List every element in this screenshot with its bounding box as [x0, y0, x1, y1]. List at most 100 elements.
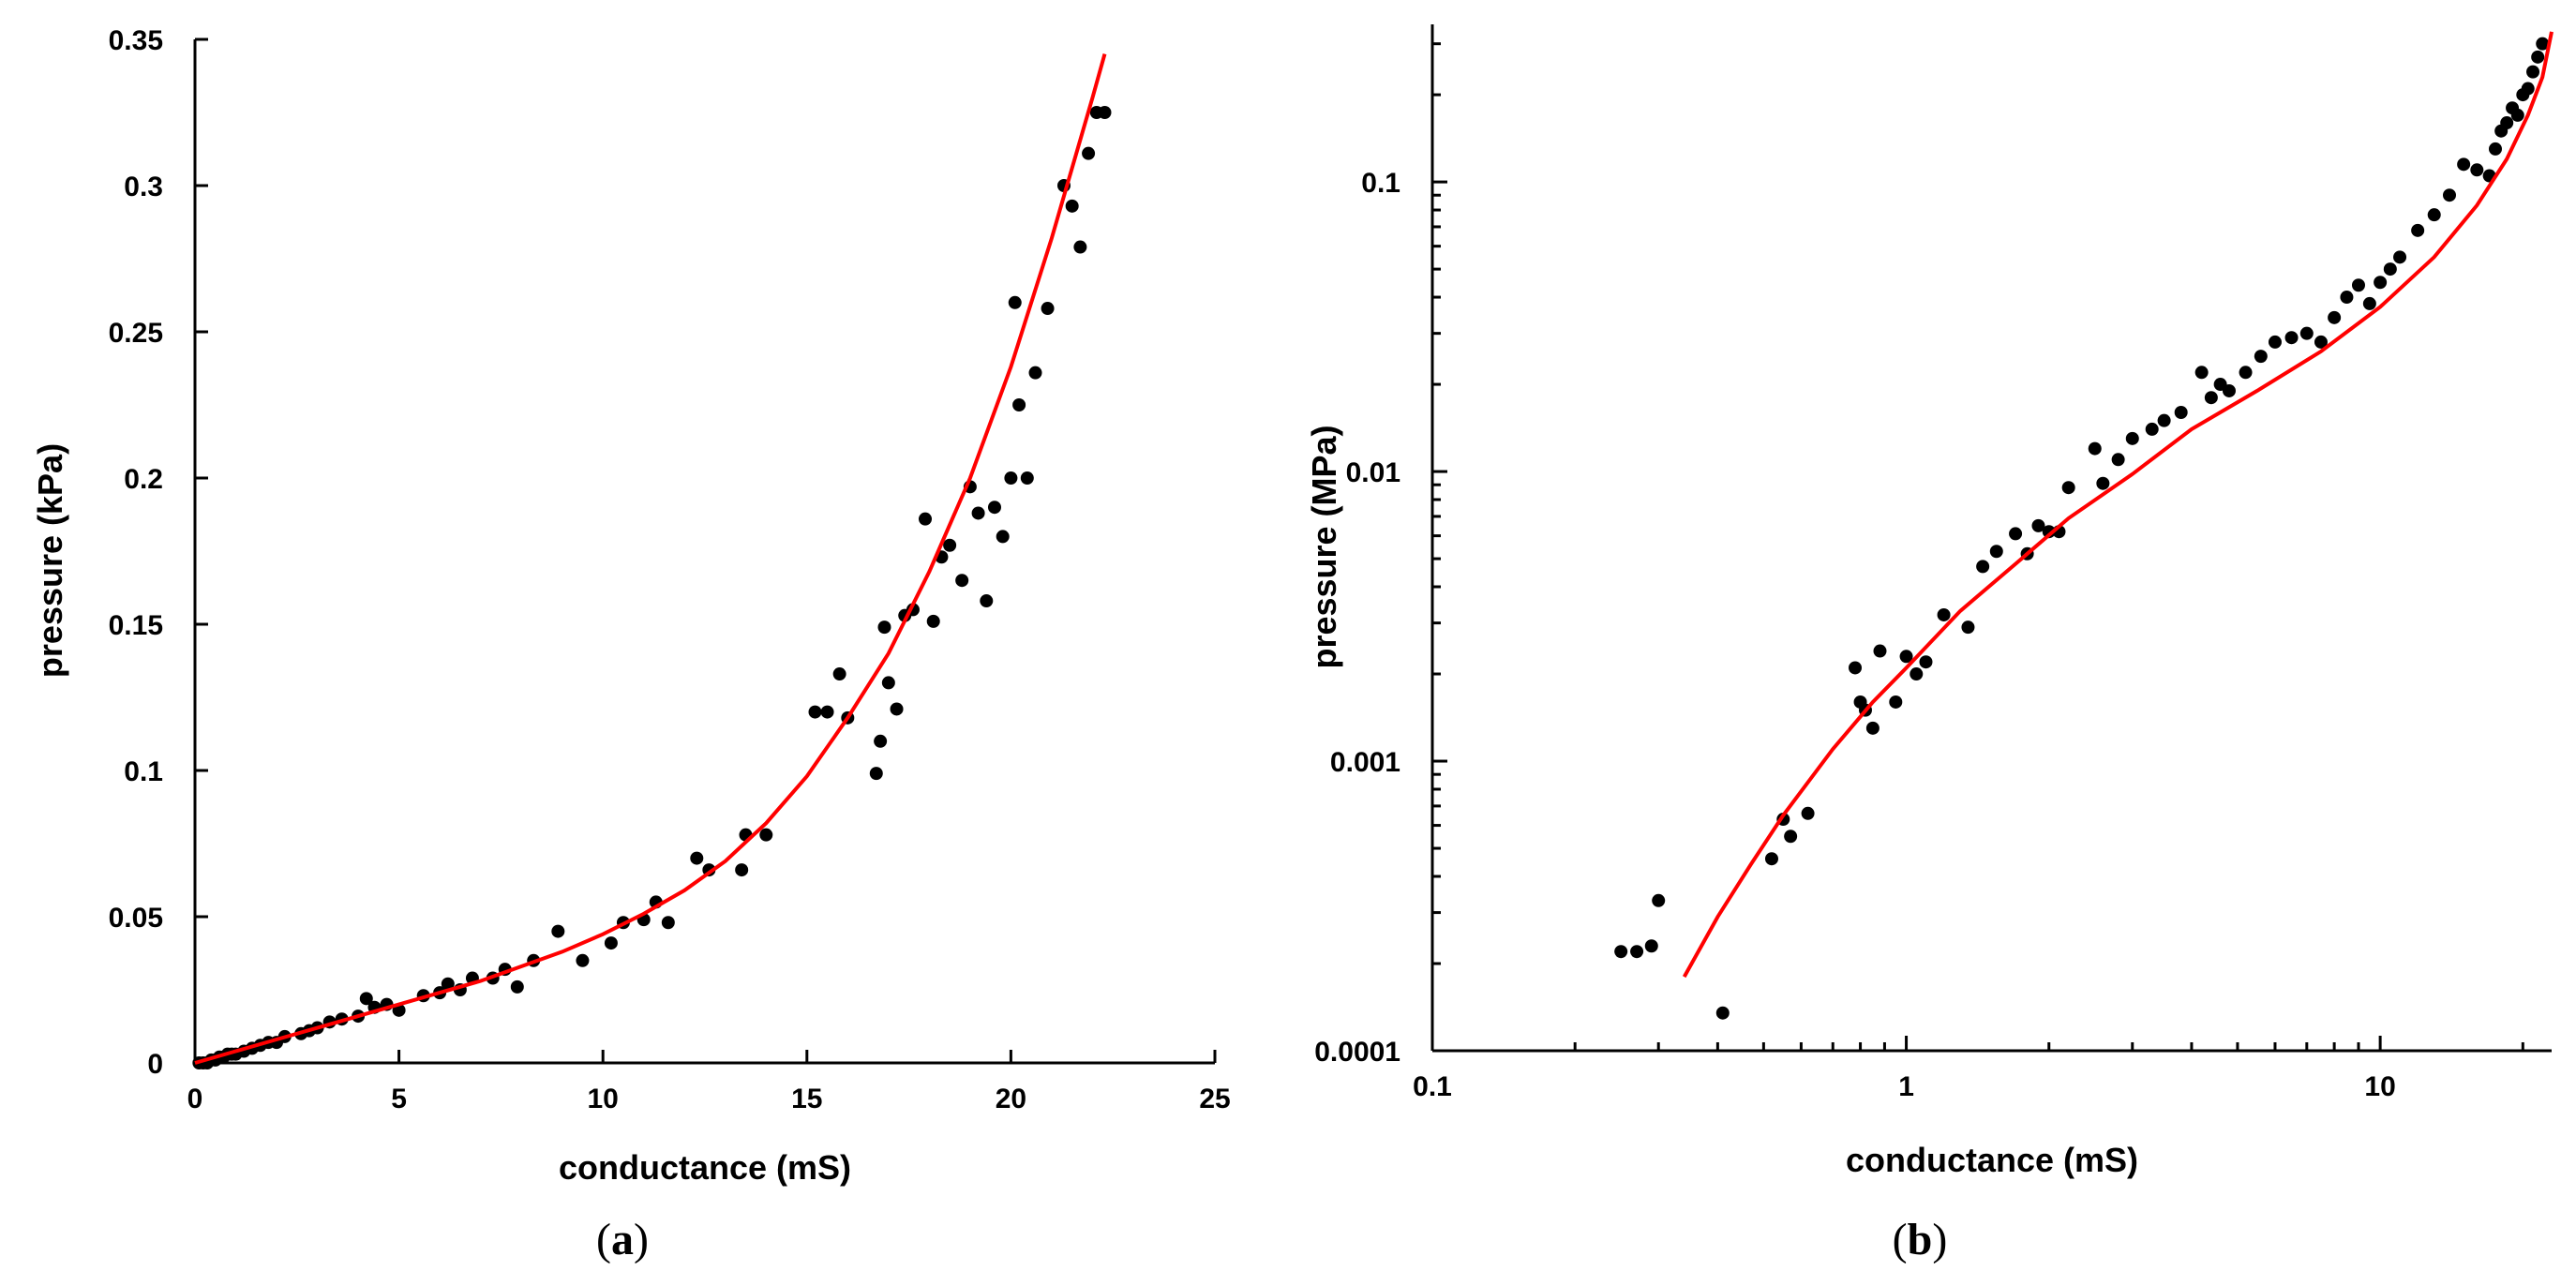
- data-point: [2443, 188, 2457, 202]
- fit-curve: [194, 53, 1107, 1065]
- data-point: [1919, 655, 1933, 669]
- data-point: [1910, 667, 1924, 681]
- fit-curve: [1682, 31, 2554, 979]
- data-point: [2157, 413, 2171, 427]
- data-point: [735, 863, 749, 877]
- data-point: [1764, 852, 1778, 866]
- data-point: [2125, 431, 2139, 445]
- data-point: [2088, 441, 2102, 456]
- y-tick-label: 0.15: [109, 610, 163, 641]
- data-point: [943, 538, 957, 552]
- data-point: [1082, 146, 1096, 160]
- data-point: [576, 953, 590, 967]
- data-point: [2328, 310, 2342, 324]
- data-point: [1976, 560, 1990, 574]
- x-axis-title: conductance (mS): [559, 1148, 851, 1187]
- data-point: [2096, 476, 2110, 490]
- data-point: [2531, 50, 2545, 64]
- data-point: [2268, 335, 2282, 349]
- x-tick-label: 1: [1898, 1071, 1914, 1102]
- data-point: [2314, 335, 2328, 349]
- data-point: [1989, 545, 2003, 559]
- data-point: [1008, 295, 1022, 309]
- data-point: [2299, 326, 2314, 340]
- data-point: [820, 705, 834, 719]
- data-point: [1889, 695, 1903, 709]
- data-point: [2393, 250, 2407, 264]
- panel-b: 0.1 1 10 0.0001 0.001 0.01 0.1 conductance (mS)…: [1305, 24, 2554, 1264]
- data-point: [808, 705, 822, 719]
- data-point: [510, 979, 524, 994]
- data-point: [2383, 262, 2397, 277]
- x-tick-label: 10: [588, 1084, 619, 1114]
- data-point: [2061, 481, 2075, 495]
- data-point: [2411, 223, 2425, 237]
- data-point: [2526, 65, 2540, 79]
- panel-label: (b): [1893, 1215, 1948, 1264]
- data-point: [1098, 106, 1112, 119]
- data-point: [1614, 945, 1628, 959]
- data-point: [2340, 291, 2354, 305]
- x-tick-label: 25: [1199, 1084, 1230, 1114]
- data-point: [359, 992, 373, 1006]
- data-point: [2457, 157, 2471, 172]
- y-axis-title: pressure (kPa): [31, 443, 69, 678]
- data-point: [890, 702, 904, 716]
- data-point: [2488, 142, 2502, 156]
- y-tick-label: 0.2: [124, 464, 163, 495]
- data-point: [2536, 37, 2550, 51]
- data-point: [1652, 893, 1666, 907]
- data-point: [996, 530, 1010, 544]
- panel-label-letter: b: [1908, 1215, 1933, 1264]
- data-point: [2145, 422, 2159, 436]
- data-point: [1899, 650, 1913, 664]
- data-point: [1630, 945, 1644, 959]
- data-point: [441, 977, 455, 991]
- data-point: [2174, 405, 2188, 419]
- y-tick-label: 0.1: [124, 756, 163, 787]
- data-point: [832, 667, 846, 681]
- panel-label-close: ): [634, 1215, 649, 1264]
- data-point: [2374, 276, 2388, 290]
- data-point: [1020, 471, 1034, 485]
- data-point: [980, 594, 994, 608]
- y-tick-label: 0.3: [124, 172, 163, 202]
- data-point: [1715, 1006, 1730, 1020]
- panel-label-letter: a: [611, 1215, 634, 1264]
- y-tick-label: 0.001: [1330, 747, 1400, 778]
- data-point: [1012, 398, 1026, 411]
- data-point: [877, 621, 891, 635]
- data-point: [2042, 525, 2056, 539]
- data-point: [869, 767, 883, 781]
- data-point: [661, 916, 675, 930]
- data-point: [1004, 471, 1018, 485]
- data-point: [690, 851, 704, 865]
- y-axis-title: pressure (MPa): [1305, 425, 1343, 668]
- data-point: [1961, 621, 1975, 635]
- x-axis-title: conductance (mS): [1846, 1141, 2138, 1179]
- data-point: [2239, 366, 2253, 380]
- data-point: [2111, 453, 2125, 467]
- data-point: [2031, 518, 2045, 532]
- panel-label-open: (: [1893, 1215, 1908, 1264]
- data-point: [551, 924, 565, 938]
- data-point: [874, 734, 888, 748]
- data-point: [987, 501, 1001, 515]
- data-point: [759, 828, 773, 842]
- data-point: [919, 512, 933, 526]
- y-tick-label: 0: [147, 1049, 163, 1080]
- panel-label-open: (: [596, 1215, 611, 1264]
- data-point: [2351, 278, 2365, 292]
- data-point: [1065, 199, 1079, 213]
- data-point: [1873, 644, 1887, 658]
- y-tick-label: 0.05: [109, 903, 163, 934]
- panel-label: (a): [596, 1215, 649, 1264]
- data-point: [2362, 296, 2376, 310]
- data-point: [2500, 116, 2514, 130]
- panel-label-close: ): [1932, 1215, 1947, 1264]
- data-point: [2009, 527, 2023, 541]
- data-point: [2510, 108, 2524, 122]
- data-point: [1041, 302, 1055, 316]
- data-point: [2204, 391, 2218, 405]
- data-point: [1644, 939, 1658, 953]
